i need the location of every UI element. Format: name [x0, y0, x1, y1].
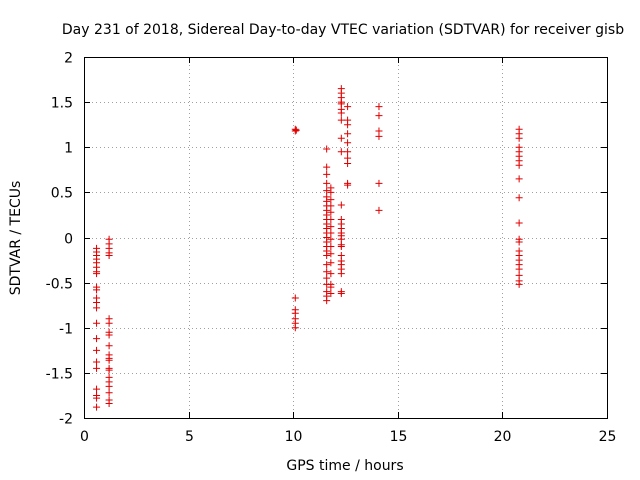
- data-point: [337, 289, 345, 297]
- y-tick-label: 0: [64, 232, 73, 248]
- data-point: [291, 294, 299, 302]
- data-point: [327, 208, 335, 216]
- y-tick-label: 1.5: [51, 96, 73, 112]
- data-point: [323, 252, 331, 260]
- data-point: [327, 215, 335, 223]
- y-axis-label: SDTVAR / TECUs: [8, 181, 24, 296]
- data-point: [344, 139, 352, 147]
- data-point: [337, 109, 345, 117]
- data-point: [327, 283, 335, 291]
- x-tick-label: 5: [185, 429, 194, 445]
- y-tick-label: -1: [59, 322, 73, 338]
- data-point: [105, 389, 113, 397]
- data-point: [344, 103, 352, 111]
- x-axis-label: GPS time / hours: [286, 458, 403, 474]
- data-point: [327, 229, 335, 237]
- data-point: [93, 364, 101, 372]
- data-point: [344, 159, 352, 167]
- plot-frame: [84, 57, 608, 419]
- data-point: [93, 385, 101, 393]
- y-tick-label: -0.5: [46, 277, 73, 293]
- y-tick-label: 2: [64, 51, 73, 67]
- data-point: [93, 319, 101, 327]
- data-point: [375, 206, 383, 214]
- y-tick-label: -1.5: [46, 367, 73, 383]
- data-point: [323, 261, 331, 269]
- x-tick-label: 15: [390, 429, 408, 445]
- data-point: [105, 252, 113, 260]
- y-tick-label: -2: [59, 412, 73, 428]
- data-point: [337, 148, 345, 156]
- data-point: [93, 403, 101, 411]
- data-point: [375, 132, 383, 140]
- y-tick-label: 0.5: [51, 186, 73, 202]
- data-point: [375, 112, 383, 120]
- x-tick-label: 25: [599, 429, 617, 445]
- data-point: [515, 219, 523, 227]
- data-point: [323, 297, 331, 305]
- data-point: [291, 324, 299, 332]
- data-point: [327, 289, 335, 297]
- data-point: [327, 270, 335, 278]
- data-point: [323, 170, 331, 178]
- data-point: [337, 134, 345, 142]
- data-point: [93, 335, 101, 343]
- data-point: [323, 179, 331, 187]
- data-point: [515, 175, 523, 183]
- data-point: [515, 280, 523, 288]
- data-point: [337, 243, 345, 251]
- data-points: [93, 85, 523, 411]
- data-point: [344, 121, 352, 129]
- data-point: [344, 130, 352, 138]
- data-point: [291, 125, 299, 133]
- data-point: [323, 268, 331, 276]
- data-point: [327, 196, 335, 204]
- y-tick-label: 1: [64, 141, 73, 157]
- axes: 0 5 10 15 20 25 -2 -1.5 -1 -0.5 0 0.5 1 1.5 2: [46, 51, 617, 446]
- data-point: [105, 356, 113, 364]
- data-point: [327, 259, 335, 267]
- data-point: [323, 187, 331, 195]
- data-point: [105, 400, 113, 408]
- data-point: [323, 145, 331, 153]
- data-point: [515, 238, 523, 246]
- data-point: [105, 319, 113, 327]
- data-point: [344, 181, 352, 189]
- data-point: [515, 194, 523, 202]
- data-point: [515, 134, 523, 142]
- data-point: [323, 163, 331, 171]
- data-point: [337, 116, 345, 124]
- data-point: [327, 223, 335, 231]
- data-point: [327, 188, 335, 196]
- data-point: [323, 274, 331, 282]
- data-point: [105, 342, 113, 350]
- data-point: [327, 243, 335, 251]
- data-point: [337, 270, 345, 278]
- data-point: [93, 394, 101, 402]
- x-tick-label: 20: [494, 429, 512, 445]
- data-point: [337, 201, 345, 209]
- data-point: [93, 358, 101, 366]
- data-point: [93, 346, 101, 354]
- data-point: [375, 103, 383, 111]
- data-point: [327, 250, 335, 258]
- data-point: [105, 331, 113, 339]
- x-tick-label: 10: [285, 429, 303, 445]
- data-point: [327, 235, 335, 243]
- data-point: [93, 270, 101, 278]
- data-point: [515, 161, 523, 169]
- data-point: [93, 286, 101, 294]
- data-point: [93, 304, 101, 312]
- chart-title: Day 231 of 2018, Sidereal Day-to-day VTE…: [62, 22, 624, 38]
- data-point: [515, 265, 523, 273]
- grid: [84, 57, 607, 418]
- x-tick-label: 0: [80, 429, 89, 445]
- data-point: [344, 148, 352, 156]
- data-point: [292, 126, 300, 134]
- data-point: [327, 202, 335, 210]
- data-point: [375, 179, 383, 187]
- data-point: [105, 366, 113, 374]
- data-point: [105, 382, 113, 390]
